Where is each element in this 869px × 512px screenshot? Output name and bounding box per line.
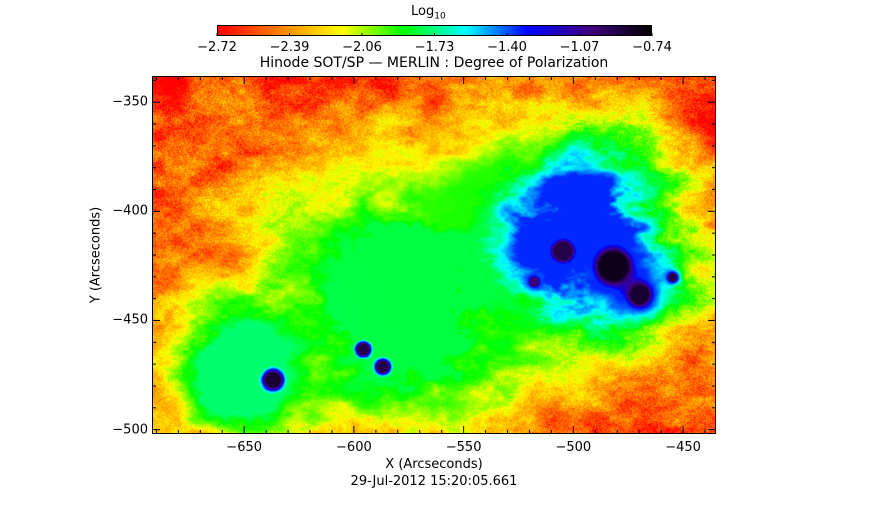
x-tick-label: −600 — [336, 440, 372, 455]
y-axis-label: Y (Arcseconds) — [88, 206, 104, 304]
colorbar-tick-label: −1.07 — [559, 40, 600, 55]
y-tick-label: −350 — [112, 94, 148, 110]
colorbar-tick-label: −2.39 — [269, 40, 310, 55]
colorbar-tick-label: −1.73 — [414, 40, 455, 55]
colorbar-tick-label: −0.74 — [632, 40, 672, 55]
chart-title: Hinode SOT/SP — MERLIN : Degree of Polar… — [259, 55, 609, 71]
colorbar-tick-label: −2.72 — [197, 40, 237, 55]
y-tick-label: −450 — [112, 312, 148, 328]
colorbar-tick-label: −2.06 — [342, 40, 382, 55]
colorbar-label: Log10 — [411, 4, 446, 22]
x-tick-label: −650 — [226, 440, 263, 455]
timestamp: 29-Jul-2012 15:20:05.661 — [350, 474, 518, 489]
y-tick-label: −400 — [112, 203, 148, 219]
x-tick-label: −550 — [445, 440, 482, 455]
x-axis-label: X (Arcseconds) — [385, 457, 483, 472]
y-tick-label: −500 — [112, 422, 148, 438]
x-tick-label: −450 — [665, 440, 701, 455]
polarization-map — [152, 76, 716, 434]
colorbar-tick-label: −1.40 — [487, 40, 527, 55]
x-tick-label: −500 — [555, 440, 592, 455]
